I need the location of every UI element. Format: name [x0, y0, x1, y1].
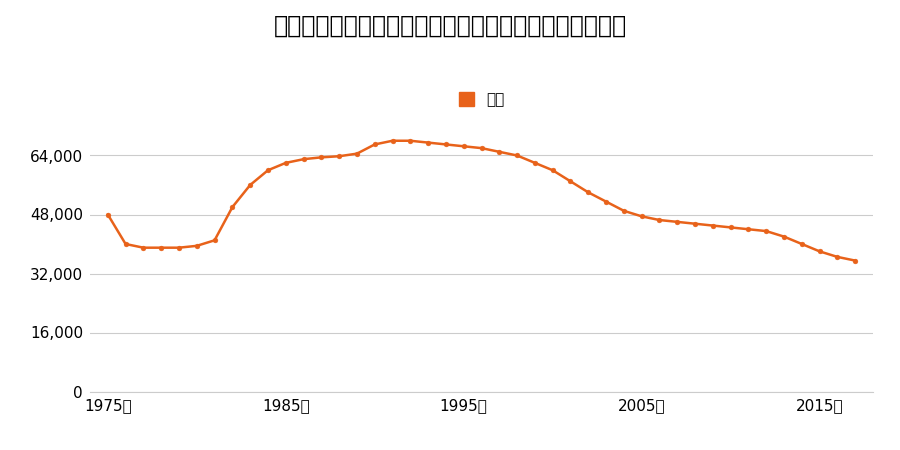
Text: 大分県豊後高田市大字高田字横町７０１番３の地価推移: 大分県豊後高田市大字高田字横町７０１番３の地価推移 [274, 14, 626, 37]
Legend: 価格: 価格 [453, 86, 510, 113]
